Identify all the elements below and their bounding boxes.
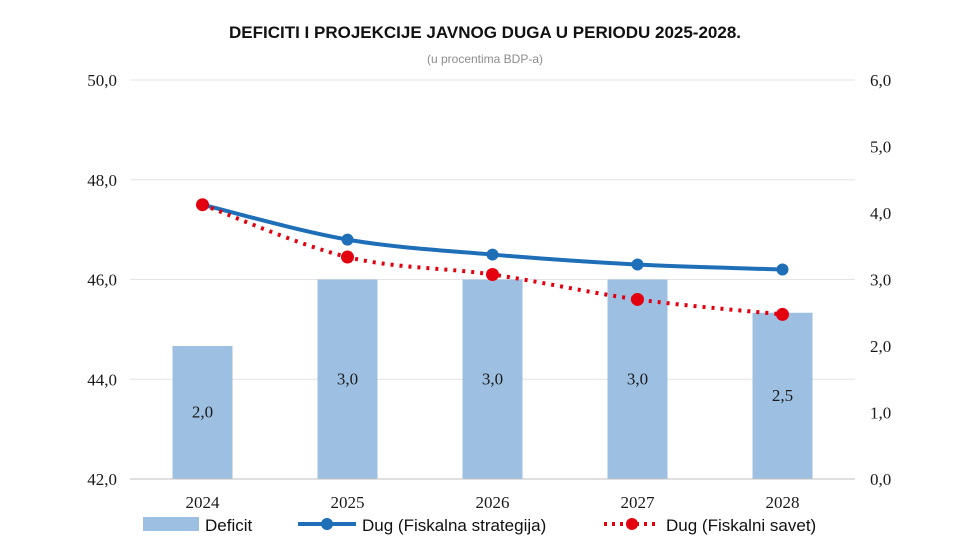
bar bbox=[607, 279, 668, 479]
y-right-tick-label: 5,0 bbox=[870, 138, 891, 157]
legend-swatch-deficit bbox=[143, 517, 199, 531]
chart-subtitle: (u procentima BDP-a) bbox=[427, 52, 543, 66]
axes: 42,0 44,0 46,0 48,0 50,0 0,0 1,0 2,0 3,0 4,0 5,0 6,… bbox=[87, 71, 891, 512]
lines bbox=[196, 198, 789, 321]
legend-marker-fiskalna-strategija bbox=[321, 518, 333, 530]
bar bbox=[172, 346, 233, 479]
point-fiskalna-strategija bbox=[631, 258, 644, 271]
legend-label-fiskalni-savet: Dug (Fiskalni savet) bbox=[666, 516, 816, 535]
line-fiskalni-savet bbox=[201, 202, 783, 317]
bar-labels: 2,0 3,0 3,0 3,0 2,5 bbox=[192, 369, 793, 421]
point-fiskalna-strategija bbox=[776, 263, 789, 276]
y-left-tick-label: 48,0 bbox=[87, 171, 117, 190]
y-left-tick-label: 46,0 bbox=[87, 271, 117, 290]
point-fiskalni-savet bbox=[196, 198, 209, 212]
x-tick-label: 2028 bbox=[766, 493, 800, 512]
x-tick-label: 2024 bbox=[186, 493, 221, 512]
bars bbox=[172, 279, 813, 479]
bar-data-label: 2,5 bbox=[772, 386, 793, 405]
y-right-tick-label: 4,0 bbox=[870, 204, 891, 223]
y-right-tick-label: 2,0 bbox=[870, 337, 891, 356]
y-left-tick-label: 44,0 bbox=[87, 370, 117, 389]
y-left-tick-label: 42,0 bbox=[87, 470, 117, 489]
y-right-tick-label: 0,0 bbox=[870, 470, 891, 489]
bar bbox=[317, 279, 378, 479]
bar-data-label: 2,0 bbox=[192, 403, 213, 422]
legend-marker-fiskalni-savet bbox=[626, 518, 638, 530]
x-tick-label: 2025 bbox=[331, 493, 365, 512]
y-left-tick-label: 50,0 bbox=[87, 71, 117, 90]
point-fiskalni-savet bbox=[631, 292, 644, 306]
y-right-tick-label: 1,0 bbox=[870, 404, 891, 423]
x-tick-label: 2026 bbox=[476, 493, 510, 512]
point-fiskalni-savet bbox=[776, 307, 789, 321]
bar-data-label: 3,0 bbox=[482, 369, 503, 388]
point-fiskalni-savet bbox=[486, 268, 499, 282]
x-tick-label: 2027 bbox=[621, 493, 656, 512]
bar-data-label: 3,0 bbox=[627, 369, 648, 388]
bar bbox=[752, 312, 813, 479]
y-right-tick-label: 3,0 bbox=[870, 271, 891, 290]
legend: Deficit Dug (Fiskalna strategija) Dug (F… bbox=[143, 516, 816, 535]
legend-label-deficit: Deficit bbox=[205, 516, 253, 535]
point-fiskalni-savet bbox=[341, 250, 354, 264]
point-fiskalna-strategija bbox=[341, 233, 354, 246]
bar bbox=[462, 279, 523, 479]
bar-data-label: 3,0 bbox=[337, 369, 358, 388]
chart-title: DEFICITI I PROJEKCIJE JAVNOG DUGA U PERI… bbox=[229, 23, 741, 42]
point-fiskalna-strategija bbox=[486, 248, 499, 261]
y-right-tick-label: 6,0 bbox=[870, 71, 891, 90]
legend-label-fiskalna-strategija: Dug (Fiskalna strategija) bbox=[362, 516, 546, 535]
